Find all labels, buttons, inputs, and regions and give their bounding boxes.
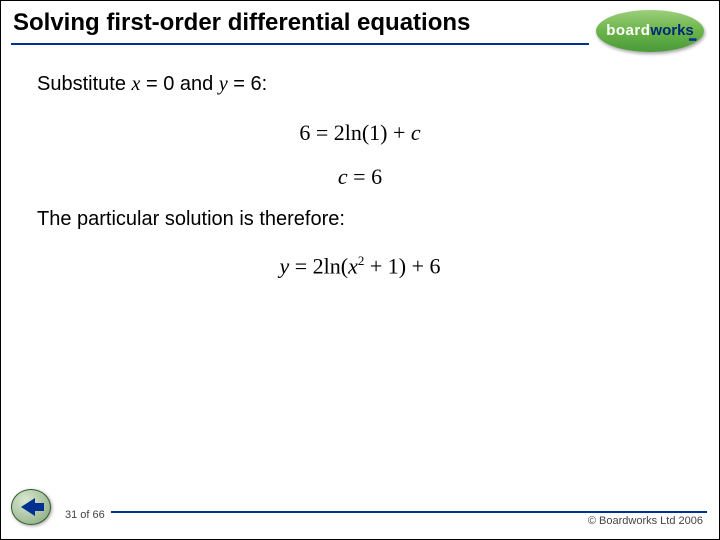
math1-body: 6 = 2ln(1) + (299, 120, 411, 145)
math-line-2: c = 6 (37, 164, 683, 190)
arrow-left-icon (21, 498, 35, 516)
footer-divider (59, 511, 707, 513)
slide: Solving first-order differential equatio… (0, 0, 720, 540)
substitute-prefix: Substitute (37, 73, 132, 95)
footer: 31 of 66 © Boardworks Ltd 2006 (1, 491, 719, 527)
logo-text-board: board (606, 22, 650, 39)
math3-mid: = 2ln( (289, 253, 348, 278)
page-indicator: 31 of 66 (59, 509, 111, 521)
math-line-1: 6 = 2ln(1) + c (37, 120, 683, 146)
math2-c: c (338, 164, 348, 189)
math1-c: c (411, 120, 421, 145)
title-underline (11, 43, 589, 45)
math3-x: x (348, 253, 358, 278)
back-button[interactable] (11, 489, 55, 527)
logo-oval: boardworks ••• (596, 10, 704, 52)
content-area: Substitute x = 0 and y = 6: 6 = 2ln(1) +… (1, 61, 719, 279)
eq-zero-text: = 0 and (140, 73, 218, 95)
math-line-3: y = 2ln(x2 + 1) + 6 (37, 253, 683, 279)
copyright-text: © Boardworks Ltd 2006 (584, 515, 707, 527)
logo-board-text: boardworks (606, 22, 694, 40)
logo-dots-icon: ••• (688, 35, 696, 46)
eq-six-text: = 6: (228, 73, 267, 95)
logo-text-works: works (650, 22, 693, 39)
math3-y: y (279, 253, 289, 278)
back-button-circle (11, 489, 51, 525)
math2-rest: = 6 (348, 164, 382, 189)
var-y: y (219, 73, 228, 95)
substitute-line: Substitute x = 0 and y = 6: (37, 73, 683, 96)
logo: boardworks ••• (595, 7, 705, 55)
math3-end: + 1) + 6 (364, 253, 440, 278)
header: Solving first-order differential equatio… (1, 1, 719, 61)
solution-text-line: The particular solution is therefore: (37, 208, 683, 231)
